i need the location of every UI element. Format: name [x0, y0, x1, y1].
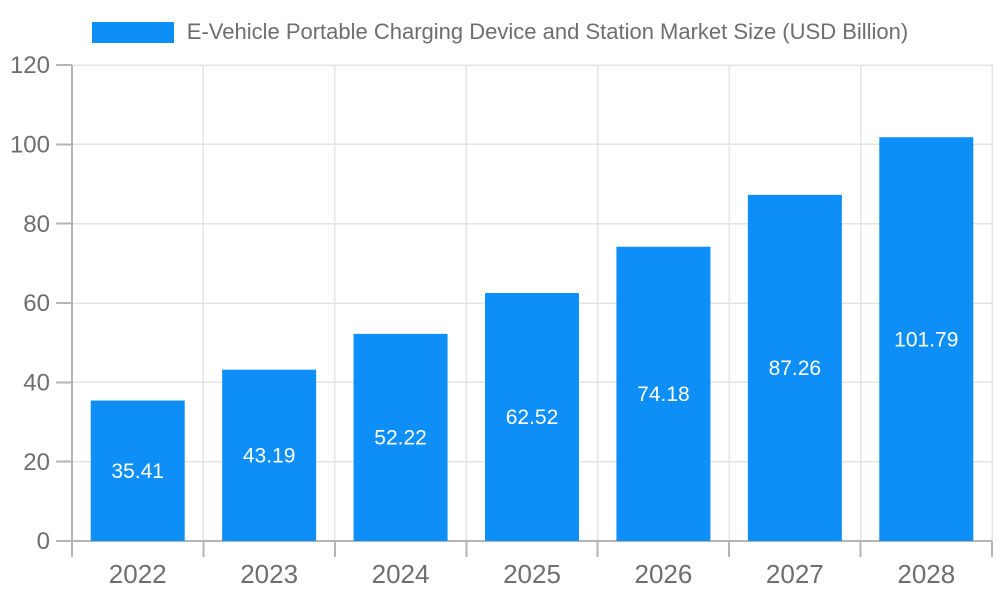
- bar-2023: [222, 369, 317, 541]
- y-tick-label: 40: [23, 369, 50, 396]
- bar-2025: [485, 293, 579, 541]
- bar-2028: [879, 137, 974, 541]
- bar-value-label: 87.26: [769, 357, 822, 380]
- chart-title: E-Vehicle Portable Charging Device and S…: [186, 19, 909, 44]
- chart-legend: E-Vehicle Portable Charging Device and S…: [0, 19, 1000, 45]
- bar-value-label: 62.52: [506, 406, 559, 429]
- bar-value-label: 101.79: [894, 328, 958, 351]
- y-tick-label: 100: [10, 131, 50, 158]
- y-tick-label: 60: [23, 290, 50, 317]
- x-tick-label: 2028: [897, 559, 955, 589]
- x-tick-label: 2024: [372, 559, 430, 589]
- y-tick-label: 0: [37, 528, 50, 555]
- y-tick-labels: 0 20 40 60 80 100 120: [10, 52, 50, 555]
- bar-value-label: 74.18: [637, 383, 690, 406]
- bar-2026: [616, 246, 711, 541]
- x-tick-label: 2022: [109, 559, 167, 589]
- bar-value-label: 43.19: [243, 444, 296, 467]
- x-tick-label: 2026: [635, 559, 693, 589]
- y-tick-label: 20: [23, 449, 50, 476]
- y-tick-label: 80: [23, 211, 50, 238]
- bar-2027: [747, 194, 842, 542]
- x-tick-label: 2025: [503, 559, 561, 589]
- legend-item[interactable]: E-Vehicle Portable Charging Device and S…: [91, 19, 909, 45]
- bars: 35.41 43.19 52.22 62.52 74.18 87.26 101.79: [90, 137, 974, 542]
- x-tick-label: 2027: [766, 559, 824, 589]
- legend-swatch: [91, 21, 174, 43]
- x-tick-label: 2023: [240, 559, 298, 589]
- x-tick-labels: 2022 2023 2024 2025 2026 2027 2028: [109, 559, 955, 589]
- bar-2024: [353, 333, 448, 541]
- bar-2022: [90, 400, 185, 541]
- bar-value-label: 52.22: [374, 427, 427, 450]
- bar-value-label: 35.41: [111, 460, 164, 483]
- y-tick-label: 120: [10, 52, 50, 79]
